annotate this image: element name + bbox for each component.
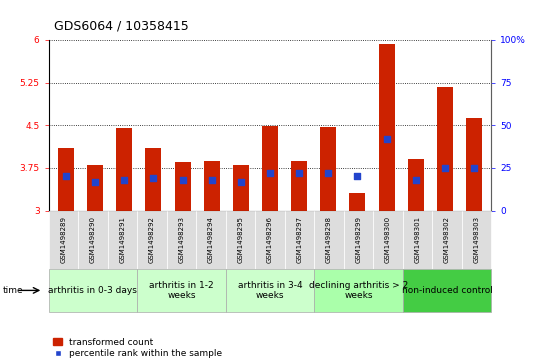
Text: GDS6064 / 10358415: GDS6064 / 10358415	[54, 20, 189, 33]
Bar	[204, 161, 220, 211]
Text: GSM1498295: GSM1498295	[238, 216, 244, 263]
Point	[324, 170, 333, 176]
Text: GSM1498292: GSM1498292	[149, 216, 155, 263]
Point	[91, 179, 99, 184]
Text: declining arthritis > 2
weeks: declining arthritis > 2 weeks	[309, 281, 408, 300]
Bar	[233, 165, 249, 211]
Bar	[145, 148, 161, 211]
Point	[382, 136, 391, 142]
Point	[62, 174, 70, 179]
Bar	[408, 159, 424, 211]
Point	[441, 165, 449, 171]
Text: GSM1498290: GSM1498290	[90, 216, 96, 263]
Point	[470, 165, 478, 171]
Text: GSM1498296: GSM1498296	[267, 216, 273, 263]
Point	[295, 170, 303, 176]
Point	[120, 177, 129, 183]
Point	[207, 177, 216, 183]
Bar	[116, 128, 132, 211]
Text: GSM1498302: GSM1498302	[444, 216, 450, 263]
Text: GSM1498299: GSM1498299	[355, 216, 362, 263]
Text: arthritis in 3-4
weeks: arthritis in 3-4 weeks	[238, 281, 302, 300]
Bar	[349, 193, 366, 211]
Text: GSM1498300: GSM1498300	[385, 216, 391, 263]
Text: arthritis in 1-2
weeks: arthritis in 1-2 weeks	[149, 281, 214, 300]
Text: GSM1498298: GSM1498298	[326, 216, 332, 263]
Legend: transformed count, percentile rank within the sample: transformed count, percentile rank withi…	[53, 338, 222, 359]
Point	[266, 170, 274, 176]
Text: GSM1498303: GSM1498303	[474, 216, 480, 263]
Text: non-induced control: non-induced control	[402, 286, 492, 295]
Text: GSM1498301: GSM1498301	[415, 216, 421, 263]
Point	[411, 177, 420, 183]
Bar	[466, 118, 482, 211]
Text: GSM1498291: GSM1498291	[119, 216, 125, 263]
Text: arthritis in 0-3 days: arthritis in 0-3 days	[49, 286, 137, 295]
Point	[178, 177, 187, 183]
Bar	[58, 148, 74, 211]
Text: time: time	[3, 286, 23, 295]
Bar	[174, 162, 191, 211]
Text: GSM1498289: GSM1498289	[60, 216, 66, 263]
Point	[353, 174, 362, 179]
Text: GSM1498294: GSM1498294	[208, 216, 214, 263]
Point	[149, 175, 158, 181]
Bar	[262, 126, 278, 211]
Bar	[320, 127, 336, 211]
Point	[237, 179, 245, 184]
Bar	[87, 165, 103, 211]
Bar	[379, 45, 395, 211]
Text: GSM1498297: GSM1498297	[296, 216, 302, 263]
Bar	[291, 161, 307, 211]
Bar	[437, 86, 453, 211]
Text: GSM1498293: GSM1498293	[178, 216, 185, 263]
